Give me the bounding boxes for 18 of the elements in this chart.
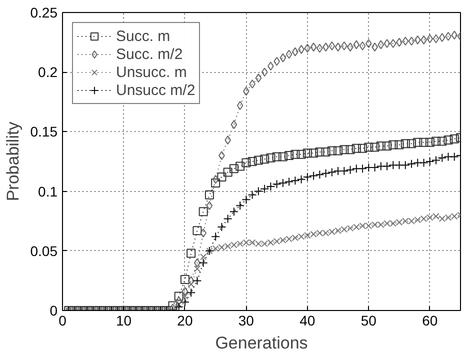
x-tick-label: 40 xyxy=(300,312,316,328)
y-tick-label: 0.2 xyxy=(38,64,58,80)
y-tick-label: 0.1 xyxy=(38,183,58,200)
y-tick-label: 0.15 xyxy=(30,124,58,140)
y-axis-title: Probability xyxy=(3,121,22,202)
x-tick-label: 50 xyxy=(360,312,377,328)
legend-label: Unsucc. m xyxy=(116,63,187,81)
legend-label: Succ. m/2 xyxy=(116,45,183,63)
x-tick-label: 60 xyxy=(422,312,438,328)
legend-label: Unsucc m/2 xyxy=(116,81,196,99)
y-tick-label: 0.05 xyxy=(30,242,58,259)
y-tick-label: 0.25 xyxy=(30,4,58,20)
x-tick-label: 30 xyxy=(238,312,254,328)
y-tick-label: 0 xyxy=(50,302,58,318)
x-tick-label: 20 xyxy=(177,312,193,328)
legend-label: Succ. m xyxy=(116,27,170,45)
x-tick-label: 10 xyxy=(116,312,132,328)
x-axis-title: Generations xyxy=(215,334,308,352)
